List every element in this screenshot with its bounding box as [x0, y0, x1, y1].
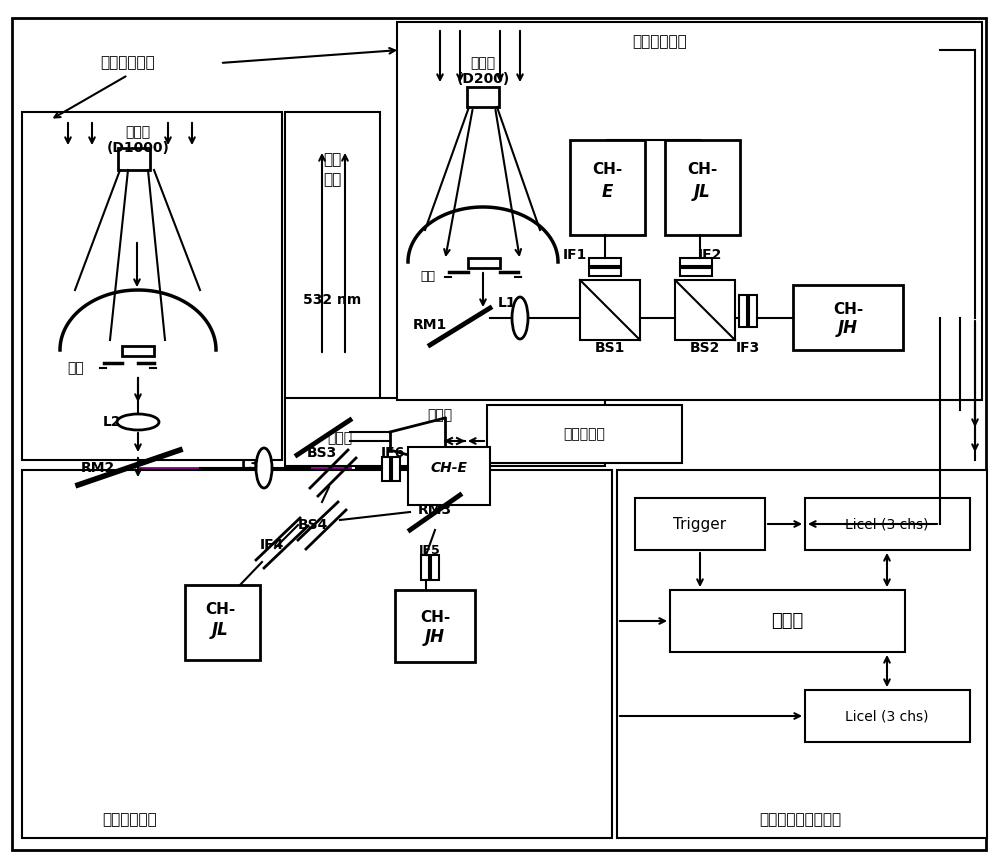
- Text: CH-: CH-: [592, 163, 622, 177]
- Text: CH-: CH-: [205, 603, 235, 617]
- Bar: [675, 280, 735, 340]
- Text: 数据采集与控制单元: 数据采集与控制单元: [759, 813, 841, 827]
- Bar: [421, 555, 429, 580]
- Bar: [680, 258, 712, 266]
- Bar: [22, 470, 612, 838]
- Bar: [467, 87, 499, 107]
- Text: 高空探测模块: 高空探测模块: [103, 813, 157, 827]
- Text: 扩束镜: 扩束镜: [427, 408, 453, 422]
- Text: 光阑: 光阑: [68, 361, 84, 375]
- Text: 发射台: 发射台: [327, 431, 353, 445]
- Bar: [185, 585, 260, 660]
- Bar: [285, 398, 605, 466]
- Bar: [749, 295, 757, 327]
- Text: IF4: IF4: [260, 538, 284, 552]
- Text: E: E: [601, 183, 613, 201]
- Text: 计算机: 计算机: [771, 612, 803, 630]
- Text: 发射: 发射: [323, 152, 341, 168]
- Text: JH: JH: [425, 628, 445, 646]
- Text: 望远镜: 望远镜: [125, 125, 151, 139]
- Bar: [468, 258, 500, 268]
- Text: CH-: CH-: [833, 302, 863, 318]
- Bar: [670, 590, 905, 652]
- Text: RM2: RM2: [81, 461, 115, 475]
- Text: L2: L2: [103, 415, 121, 429]
- Text: L3: L3: [241, 458, 259, 472]
- Ellipse shape: [256, 448, 272, 488]
- Bar: [431, 555, 439, 580]
- Text: 低空探测模块: 低空探测模块: [633, 34, 687, 49]
- Text: 光阑: 光阑: [420, 270, 436, 283]
- Bar: [635, 498, 765, 550]
- Bar: [805, 690, 970, 742]
- Ellipse shape: [117, 414, 159, 430]
- Text: 固体激光器: 固体激光器: [563, 427, 605, 441]
- Bar: [122, 346, 154, 356]
- Text: BS4: BS4: [298, 518, 328, 532]
- Bar: [392, 457, 400, 481]
- Text: 光学接收单元: 光学接收单元: [101, 55, 155, 71]
- Text: BS1: BS1: [595, 341, 625, 355]
- Bar: [22, 112, 282, 460]
- Text: 532 nm: 532 nm: [303, 293, 361, 307]
- Text: Licel (3 chs): Licel (3 chs): [845, 709, 929, 723]
- Bar: [570, 140, 645, 235]
- Bar: [739, 295, 747, 327]
- Bar: [580, 280, 640, 340]
- Text: CH-: CH-: [420, 610, 450, 625]
- Bar: [665, 140, 740, 235]
- Text: BS2: BS2: [690, 341, 720, 355]
- Text: IF6: IF6: [381, 446, 405, 460]
- Text: (D1000): (D1000): [107, 141, 169, 155]
- Text: (D200): (D200): [456, 72, 510, 86]
- Text: IF5: IF5: [419, 543, 441, 556]
- Text: JL: JL: [694, 183, 710, 201]
- Bar: [397, 22, 982, 400]
- Bar: [395, 590, 475, 662]
- Text: JH: JH: [838, 319, 858, 337]
- Ellipse shape: [512, 297, 528, 339]
- Bar: [793, 285, 903, 350]
- Text: IF3: IF3: [736, 341, 760, 355]
- Text: Trigger: Trigger: [673, 517, 727, 531]
- Text: JL: JL: [212, 621, 228, 639]
- Text: Licel (3 chs): Licel (3 chs): [845, 517, 929, 531]
- Text: BS3: BS3: [307, 446, 337, 460]
- Bar: [285, 112, 380, 460]
- Bar: [118, 148, 150, 170]
- Bar: [805, 498, 970, 550]
- Bar: [680, 268, 712, 276]
- Text: L1: L1: [498, 296, 516, 310]
- Text: IF1: IF1: [563, 248, 587, 262]
- Bar: [617, 470, 987, 838]
- Text: 望远镜: 望远镜: [470, 56, 496, 70]
- Text: CH-: CH-: [687, 163, 717, 177]
- Bar: [589, 268, 621, 276]
- Text: RM1: RM1: [413, 318, 447, 332]
- Text: 单元: 单元: [323, 172, 341, 188]
- Bar: [487, 405, 682, 463]
- Bar: [589, 258, 621, 266]
- Text: CH-E: CH-E: [430, 461, 468, 475]
- Text: RM3: RM3: [418, 503, 452, 517]
- Text: IF2: IF2: [698, 248, 722, 262]
- Bar: [408, 447, 490, 505]
- Bar: [382, 457, 390, 481]
